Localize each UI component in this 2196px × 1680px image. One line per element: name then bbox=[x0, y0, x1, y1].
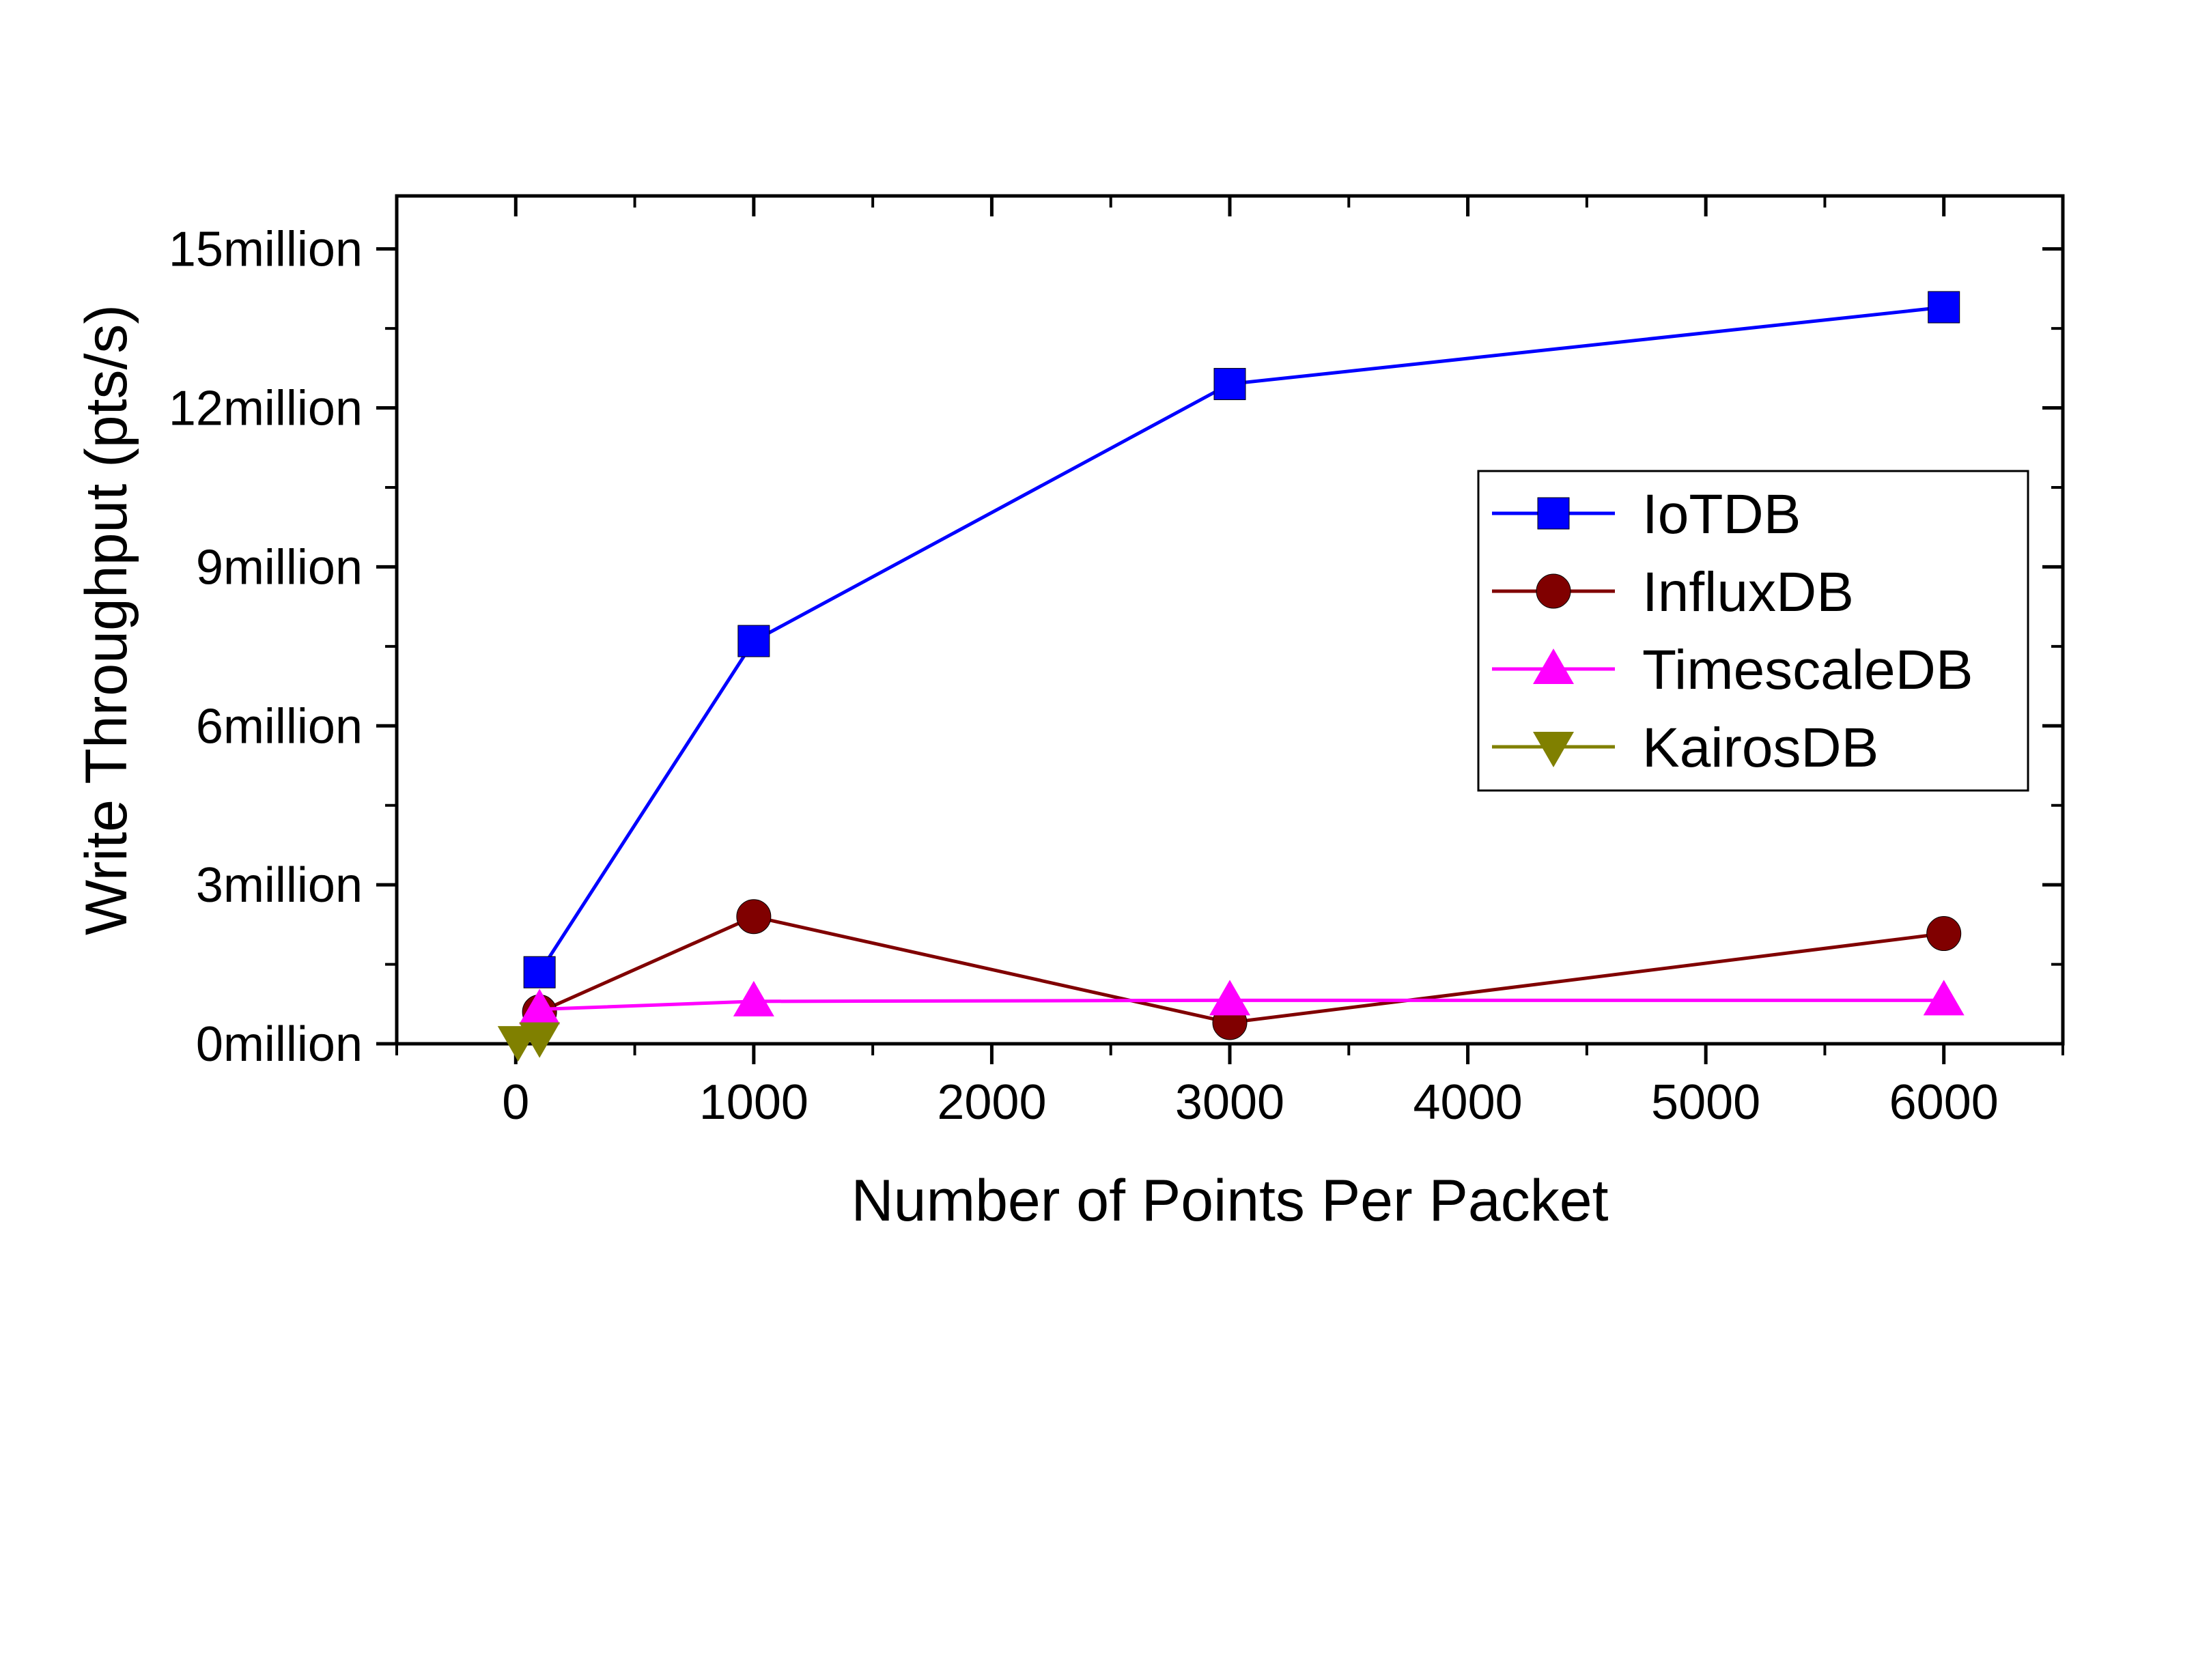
y-tick-label: 12million bbox=[169, 382, 363, 436]
legend-label-kairosdb: KairosDB bbox=[1642, 717, 1878, 779]
timescaledb-line bbox=[539, 998, 1944, 1012]
timescaledb-point bbox=[1923, 980, 1965, 1016]
influxdb-point bbox=[1926, 916, 1962, 952]
x-tick-label: 1000 bbox=[699, 1075, 808, 1130]
iotdb-point bbox=[1928, 291, 1960, 324]
x-axis-ticks: 0 1000 2000 3000 4000 5000 6000 bbox=[395, 196, 2064, 1130]
y-tick-label: 0million bbox=[196, 1017, 363, 1072]
legend: IoTDB InfluxDB TimescaleDB KairosDB bbox=[1477, 470, 2029, 792]
x-axis-title: Number of Points Per Packet bbox=[851, 1168, 1609, 1234]
x-tick-label: 0 bbox=[502, 1075, 529, 1130]
iotdb-point bbox=[1213, 368, 1246, 401]
timescaledb-point bbox=[1209, 980, 1250, 1016]
legend-label-timescaledb: TimescaleDB bbox=[1642, 639, 1973, 701]
x-tick-label: 3000 bbox=[1175, 1075, 1284, 1130]
iotdb-line bbox=[538, 305, 1944, 973]
y-tick-label: 15million bbox=[169, 223, 363, 277]
x-tick-label: 6000 bbox=[1889, 1075, 1999, 1130]
legend-marker-iotdb bbox=[1537, 497, 1570, 530]
iotdb-point bbox=[523, 956, 556, 988]
influxdb-point bbox=[736, 899, 772, 935]
influxdb-line bbox=[539, 915, 1945, 1025]
legend-label-influxdb: InfluxDB bbox=[1642, 561, 1854, 623]
x-tick-label: 2000 bbox=[937, 1075, 1046, 1130]
timescaledb-point bbox=[519, 988, 561, 1025]
y-axis-ticks: 0million 3million 6million 9million 12millio… bbox=[169, 223, 2063, 1072]
timescaledb-point bbox=[733, 980, 774, 1016]
kairosdb-point bbox=[519, 1022, 561, 1058]
x-tick-label: 4000 bbox=[1413, 1075, 1522, 1130]
legend-label-iotdb: IoTDB bbox=[1642, 483, 1801, 545]
legend-marker-timescaledb bbox=[1533, 649, 1574, 684]
y-tick-label: 9million bbox=[196, 540, 363, 595]
y-tick-label: 3million bbox=[196, 858, 363, 913]
y-tick-label: 6million bbox=[196, 699, 363, 754]
x-tick-label: 5000 bbox=[1651, 1075, 1760, 1130]
iotdb-point bbox=[737, 625, 770, 657]
y-axis-title: Write Throughput (pts/s) bbox=[74, 304, 139, 935]
series-group bbox=[497, 291, 1965, 1062]
legend-marker-influxdb bbox=[1536, 573, 1571, 609]
legend-marker-kairosdb bbox=[1533, 732, 1574, 767]
legend-items: IoTDB InfluxDB TimescaleDB KairosDB bbox=[1492, 483, 1973, 779]
